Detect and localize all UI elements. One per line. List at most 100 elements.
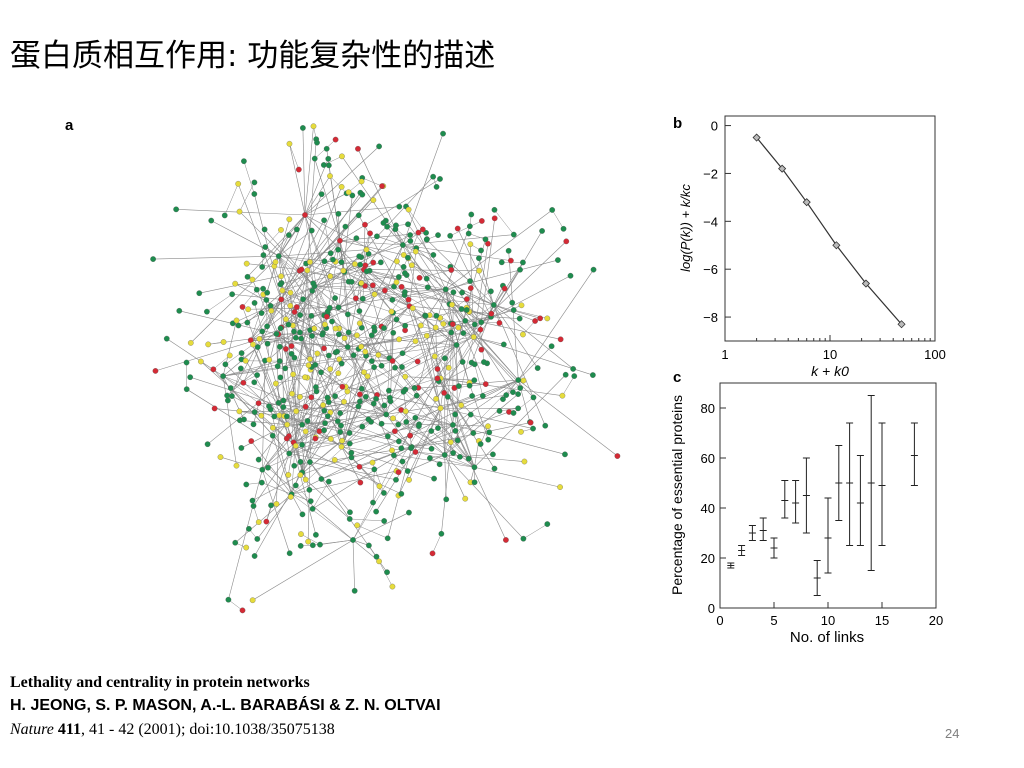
network-node	[467, 223, 473, 230]
network-edge	[275, 377, 306, 384]
panel-c-label: c	[673, 369, 681, 386]
network-edge	[339, 358, 393, 362]
network-edge	[338, 283, 361, 308]
network-node	[282, 365, 289, 372]
network-node	[466, 382, 473, 389]
network-node	[345, 189, 352, 196]
network-node	[429, 550, 436, 557]
network-node	[340, 267, 347, 274]
network-edge	[401, 378, 438, 449]
network-node	[245, 306, 252, 313]
network-node	[384, 569, 390, 576]
network-node	[307, 498, 314, 504]
network-edge	[301, 338, 325, 349]
network-node	[308, 394, 315, 401]
network-edge	[386, 363, 475, 415]
network-edge	[304, 126, 314, 216]
network-node	[198, 358, 204, 365]
network-node	[260, 252, 267, 258]
network-edge	[408, 232, 419, 259]
network-node	[470, 430, 477, 436]
network-node	[307, 459, 313, 465]
network-node	[325, 162, 332, 169]
network-node	[399, 458, 406, 465]
network-edge	[235, 494, 292, 543]
essentiality-chart: c 0 20 40 60 80 0 5 10 15 20 No. of links Percent…	[669, 369, 943, 646]
network-node	[299, 441, 305, 448]
network-node	[284, 421, 290, 428]
network-edge	[291, 494, 354, 541]
network-node	[251, 409, 258, 415]
network-node	[283, 316, 289, 323]
network-node	[338, 259, 345, 266]
network-node	[258, 310, 265, 316]
network-edge	[452, 424, 507, 541]
network-node	[405, 254, 411, 261]
network-edge	[408, 209, 424, 230]
network-node	[308, 227, 315, 234]
network-node	[210, 366, 217, 373]
network-edge	[304, 206, 400, 216]
network-node	[370, 197, 377, 203]
network-edge	[392, 332, 394, 361]
network-node	[363, 268, 370, 275]
network-node	[476, 255, 482, 262]
network-node	[364, 373, 371, 380]
network-edge	[339, 240, 404, 256]
network-node	[419, 226, 426, 233]
network-node	[503, 392, 510, 398]
network-node	[548, 343, 555, 350]
network-node	[346, 440, 353, 447]
network-node	[400, 242, 406, 248]
network-node	[376, 558, 382, 565]
network-edge	[347, 339, 400, 348]
network-node	[357, 398, 363, 405]
network-node	[250, 503, 257, 509]
network-node	[268, 307, 275, 314]
network-node	[549, 207, 556, 213]
network-node	[563, 238, 570, 245]
degree-distribution-chart: b 0 −2 −4 −6 −8 1 10 100 k + k0 log(P(k)) + k/k…	[673, 115, 946, 379]
network-node	[211, 405, 218, 412]
network-node	[187, 340, 194, 346]
network-edge	[278, 249, 367, 257]
network-node	[319, 331, 326, 338]
network-edge	[314, 262, 381, 287]
network-node	[491, 206, 498, 213]
network-node	[286, 232, 292, 238]
network-node	[412, 449, 419, 455]
network-edge	[261, 214, 306, 268]
network-node	[431, 475, 437, 482]
network-edge	[247, 214, 306, 278]
network-node	[423, 236, 430, 243]
y-tick-label: 60	[701, 451, 715, 466]
network-node	[294, 226, 300, 233]
network-edge	[231, 395, 288, 425]
network-node	[339, 153, 345, 160]
network-node	[273, 380, 279, 387]
panel-b-label: b	[673, 115, 682, 132]
network-node	[327, 366, 334, 372]
network-edge	[402, 244, 475, 468]
network-node	[469, 393, 475, 399]
network-edge	[291, 353, 297, 446]
network-node	[444, 393, 451, 400]
network-node	[452, 428, 459, 434]
network-node	[381, 402, 388, 409]
network-node	[263, 297, 270, 303]
network-edge	[300, 440, 343, 476]
network-node	[264, 289, 271, 296]
network-node	[359, 295, 366, 302]
network-node	[477, 441, 484, 447]
network-node	[398, 445, 405, 452]
network-edge	[385, 366, 403, 415]
network-node	[277, 281, 284, 288]
network-node	[233, 317, 240, 324]
network-node	[433, 395, 439, 402]
network-node	[518, 428, 524, 435]
network-edge	[394, 367, 475, 468]
network-node	[302, 428, 309, 435]
network-edge	[452, 323, 481, 330]
network-node	[264, 340, 271, 347]
network-edge	[289, 143, 306, 216]
